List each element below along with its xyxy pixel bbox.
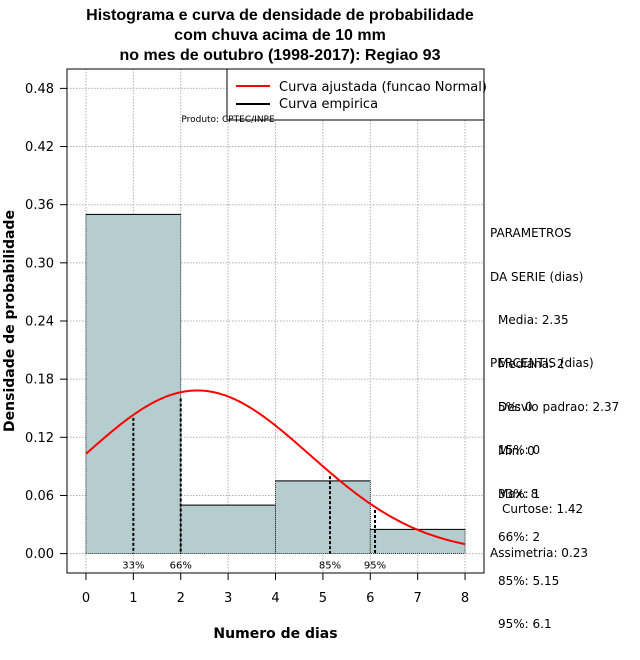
percentile-95: 95%: 6.1 [498, 617, 552, 631]
percentile-15: 15%: 0 [498, 443, 541, 457]
shape-panel: Curtose: 1.42 Assimetria: 0.23 [490, 473, 588, 575]
x-tick-label-6: 6 [366, 591, 374, 606]
parameters-title-line-2: DA SERIE (dias) [490, 269, 584, 284]
percentile-label-2: 85% [319, 561, 341, 572]
legend-box [226, 68, 485, 121]
histogram-bar-2 [275, 480, 371, 555]
chart-title-line-3: no mes de outubro (1998-2017): Regiao 93 [119, 47, 441, 64]
parameters-panel: PARAMETROS DA SERIE (dias) Media: 2.35 M… [490, 197, 619, 516]
normal-fit-curve [85, 389, 466, 546]
chart-title-line-2: com chuva acima de 10 mm [174, 27, 386, 44]
x-tick-label-5: 5 [319, 591, 327, 606]
parameters-title-line-1: PARAMETROS [490, 226, 572, 240]
stat-assimetria: Assimetria: 0.23 [490, 545, 589, 560]
stat-mediana: Mediana: 2 [498, 356, 565, 371]
y-axis-title: Densidade de probabilidade [2, 210, 18, 432]
percentile-label-1: 66% [170, 561, 192, 572]
product-note: Produto: CPTEC/INPE [181, 115, 275, 125]
percentile-33: 33%: 1 [498, 486, 541, 501]
y-tick-label-8: 0.48 [25, 82, 54, 97]
x-tick-label-0: 0 [82, 591, 90, 606]
percentile-label-3: 95% [364, 561, 386, 572]
stat-desvio-padrao: Desvio padrao: 2.37 [498, 400, 620, 414]
x-tick-label-2: 2 [177, 591, 185, 606]
x-tick-label-4: 4 [271, 591, 279, 606]
stat-media: Media: 2.35 [498, 313, 569, 327]
stat-min: Min: 0 [498, 443, 535, 458]
y-tick-label-2: 0.12 [25, 431, 54, 446]
stat-max: Max: 8 [498, 487, 539, 501]
x-tick-label-3: 3 [224, 591, 232, 606]
percentile-66: 66%: 2 [498, 530, 541, 544]
percentiles-panel: PERCENTIS (dias) 5%: 0 15%: 0 33%: 1 66%… [490, 327, 594, 646]
histogram-bar-1 [180, 504, 276, 555]
chart-title-line-1: Histograma e curva de densidade de proba… [86, 7, 474, 24]
x-tick-label-1: 1 [129, 591, 137, 606]
y-tick-label-5: 0.30 [25, 256, 54, 271]
y-tick-label-4: 0.24 [25, 315, 54, 330]
stat-curtose: Curtose: 1.42 [502, 502, 584, 516]
histogram-bar-0 [85, 213, 182, 555]
x-tick-label-8: 8 [461, 591, 469, 606]
percentiles-title: PERCENTIS (dias) [490, 356, 594, 370]
y-tick-label-7: 0.42 [25, 140, 54, 155]
x-axis-title: Numero de dias [213, 626, 337, 642]
legend-empirical-label: Curva empirica [279, 97, 378, 112]
y-tick-label-0: 0.00 [25, 547, 54, 562]
x-tick-label-7: 7 [414, 591, 422, 606]
y-tick-label-6: 0.36 [25, 198, 54, 213]
y-tick-label-3: 0.18 [25, 373, 54, 388]
percentile-label-0: 33% [122, 561, 144, 572]
percentile-5: 5%: 0 [498, 399, 533, 414]
histogram-bar-3 [369, 528, 466, 555]
percentile-85: 85%: 5.15 [498, 573, 560, 588]
legend-normal-label: Curva ajustada (funcao Normal) [279, 80, 487, 95]
y-tick-label-1: 0.06 [25, 489, 54, 504]
